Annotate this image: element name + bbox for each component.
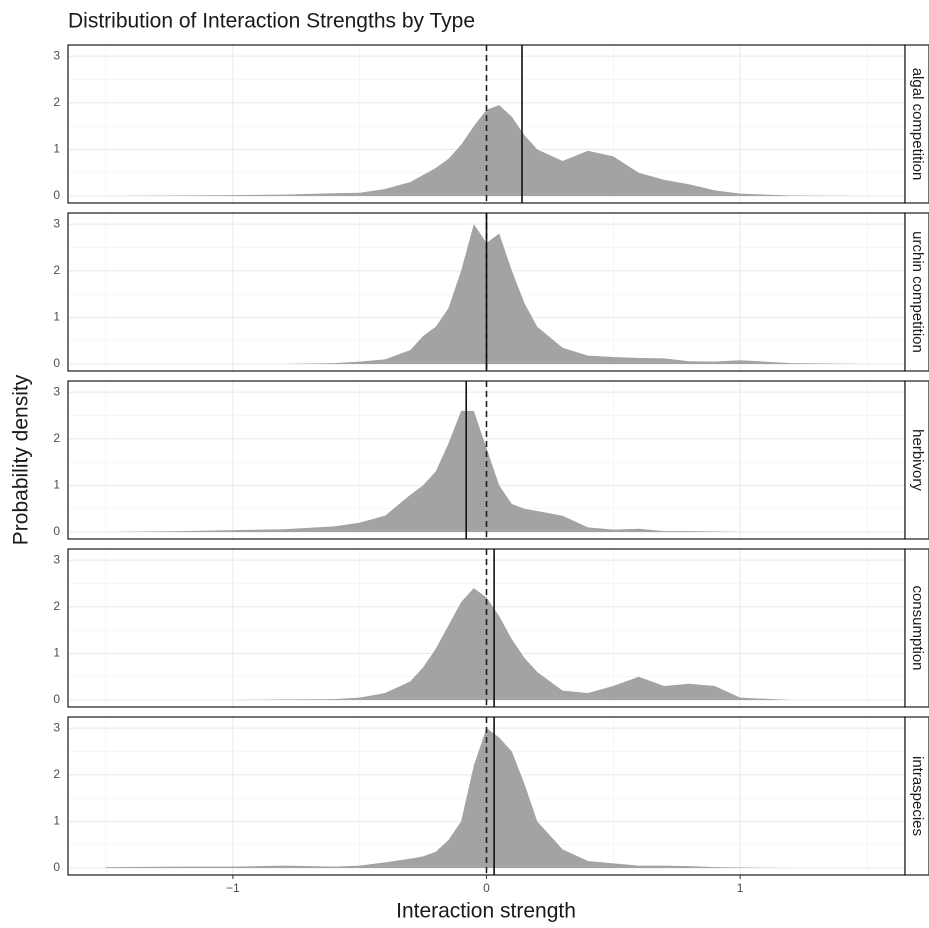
strip: [904, 380, 929, 540]
strip: [904, 212, 929, 372]
y-tick-label: 2: [53, 95, 60, 109]
y-tick-label: 0: [53, 524, 60, 538]
y-tick-label: 1: [53, 142, 60, 156]
y-tick-label: 0: [53, 860, 60, 874]
y-tick-label: 3: [53, 720, 60, 734]
strip-label: algal competition: [909, 68, 926, 181]
y-tick-label: 1: [53, 478, 60, 492]
y-tick-label: 2: [53, 431, 60, 445]
strip: [904, 716, 929, 876]
chart-title: Distribution of Interaction Strengths by…: [68, 10, 475, 33]
strip-label: consumption: [909, 585, 926, 670]
y-tick-label: 2: [53, 767, 60, 781]
y-axis-title: Probability density: [10, 374, 33, 545]
strip: [904, 44, 929, 204]
strip: [904, 548, 929, 708]
y-tick-label: 2: [53, 263, 60, 277]
y-tick-label: 3: [53, 216, 60, 230]
y-tick-label: 3: [53, 384, 60, 398]
y-tick-label: 1: [53, 646, 60, 660]
y-tick-label: 1: [53, 814, 60, 828]
y-tick-label: 0: [53, 356, 60, 370]
y-tick-label: 0: [53, 692, 60, 706]
y-tick-label: 3: [53, 552, 60, 566]
strip-label: urchin competition: [909, 231, 926, 353]
x-tick-label: 0: [483, 881, 490, 895]
y-tick-label: 3: [53, 48, 60, 62]
strip-label: herbivory: [909, 429, 926, 491]
x-axis-title: Interaction strength: [396, 900, 576, 923]
x-tick-label: 1: [737, 881, 744, 895]
x-tick-label: −1: [226, 881, 240, 895]
strip-label: intraspecies: [909, 756, 926, 836]
y-tick-label: 1: [53, 310, 60, 324]
y-tick-label: 0: [53, 188, 60, 202]
y-tick-label: 2: [53, 599, 60, 613]
